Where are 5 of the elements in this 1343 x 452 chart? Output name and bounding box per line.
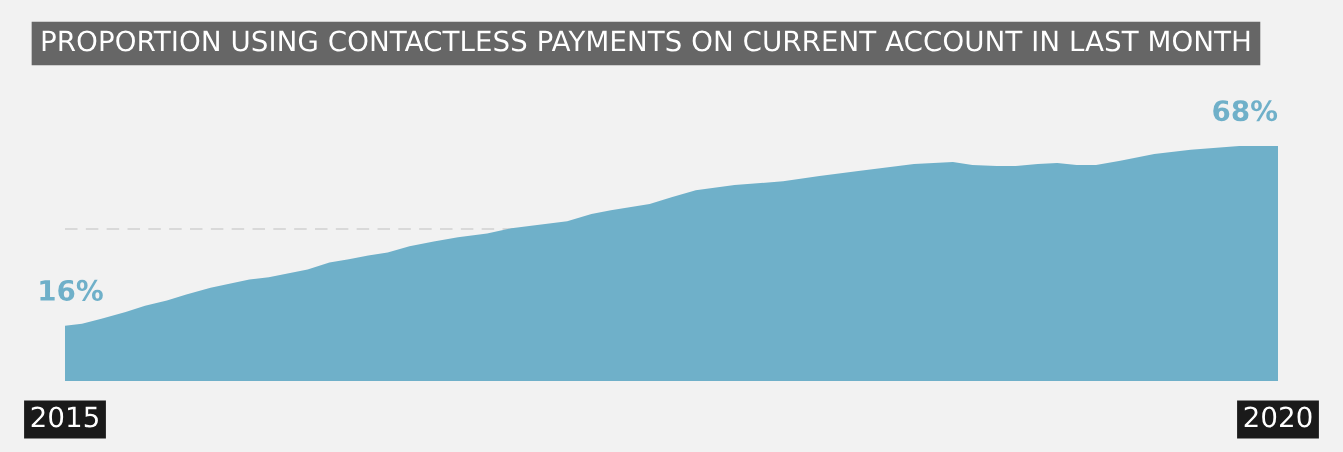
data-label: 16% (40, 279, 103, 301)
chart-title: PROPORTION USING CONTACTLESS PAYMENTS ON CURRENT ACCOUNT IN LAST MONTH (42, 30, 1250, 52)
data-label: 68% (1213, 100, 1278, 122)
x-tick-label: 2015 (31, 406, 98, 428)
x-tick-label: 2020 (1244, 406, 1312, 428)
